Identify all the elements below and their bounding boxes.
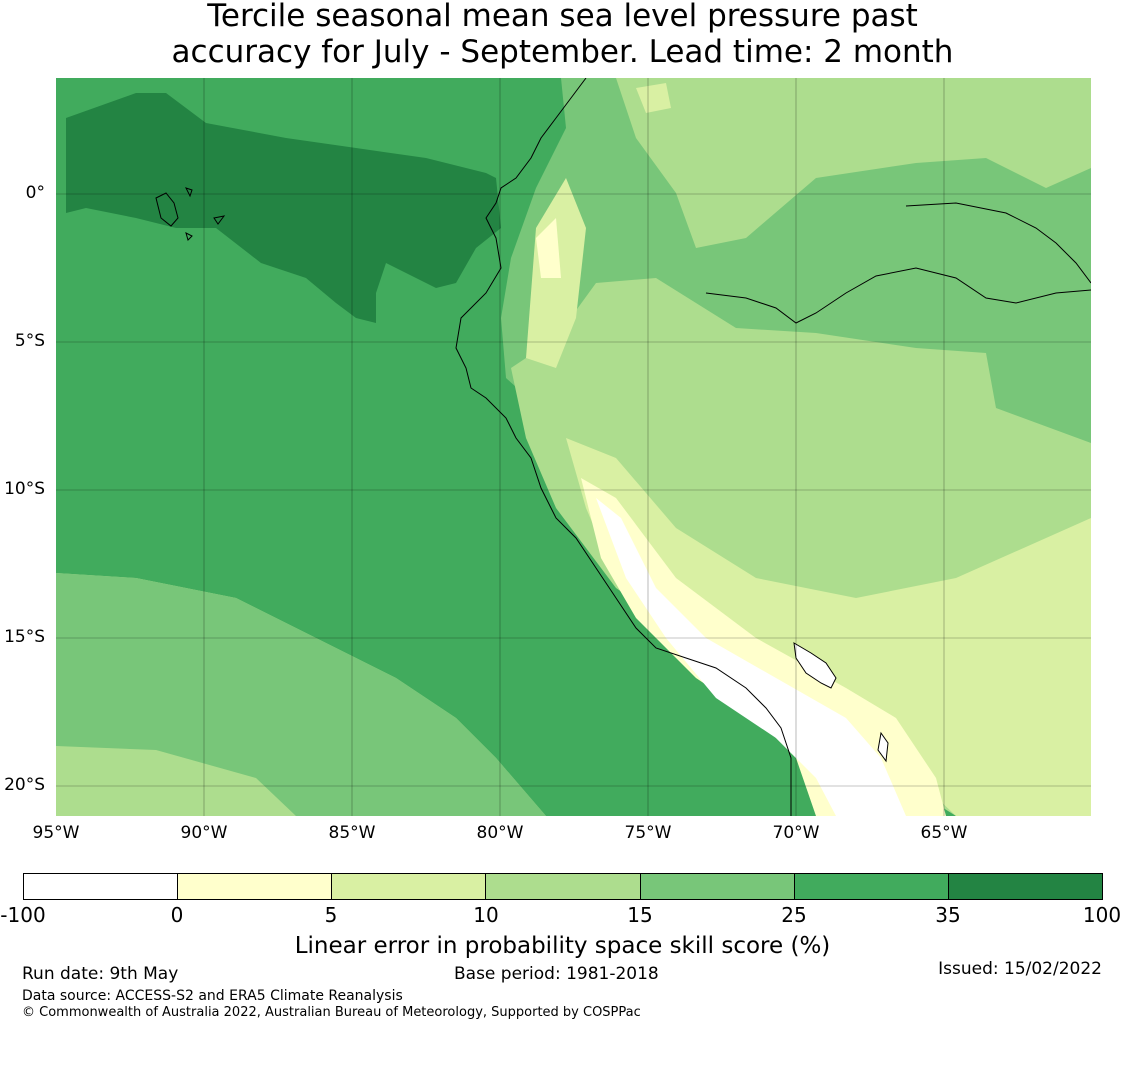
skill-region-5-10	[636, 83, 671, 113]
lon-label-85w: 85°W	[328, 823, 376, 843]
colorbar-tick: 5	[324, 903, 338, 927]
map-title-line-1: Tercile seasonal mean sea level pressure…	[207, 0, 918, 34]
colorbar	[23, 873, 1103, 900]
colorbar-tick: 35	[935, 903, 961, 927]
run-date: Run date: 9th May	[22, 964, 179, 984]
lake-poopo	[877, 731, 889, 763]
skill-region-15-25	[56, 573, 546, 816]
lat-label-15s: 15°S	[4, 627, 45, 647]
data-source: Data source: ACCESS-S2 and ERA5 Climate …	[22, 988, 403, 1004]
river	[905, 202, 1091, 284]
lake-titicaca	[793, 642, 837, 689]
skill-region-0-5	[536, 218, 561, 278]
colorbar-tick: 25	[781, 903, 807, 927]
colorbar-segment	[332, 874, 487, 899]
colorbar-tick: 0	[170, 903, 184, 927]
lat-label-10s: 10°S	[4, 479, 45, 499]
skill-region-negative	[596, 498, 906, 816]
colorbar-tick: 100	[1082, 903, 1122, 927]
colorbar-segment	[640, 874, 795, 899]
lat-label-0: 0°	[25, 183, 45, 203]
lon-label-70w: 70°W	[772, 823, 820, 843]
colorbar-tick: -100	[0, 903, 46, 927]
copyright-notice: © Commonwealth of Australia 2022, Austra…	[22, 1005, 641, 1020]
base-period: Base period: 1981-2018	[454, 964, 659, 984]
lat-label-5s: 5°S	[14, 331, 45, 351]
colorbar-segment	[948, 874, 1102, 899]
map-title-line-2: accuracy for July - September. Lead time…	[171, 34, 954, 70]
issued-date: Issued: 15/02/2022	[938, 959, 1102, 979]
lon-label-90w: 90°W	[180, 823, 228, 843]
colorbar-segment	[178, 874, 333, 899]
colorbar-label: Linear error in probability space skill …	[294, 933, 831, 959]
skill-region-10-15	[616, 78, 1091, 248]
coastline	[455, 78, 792, 816]
skill-region-35-100	[66, 93, 501, 323]
colorbar-segment	[794, 874, 949, 899]
lon-label-65w: 65°W	[920, 823, 968, 843]
colorbar-segment	[24, 874, 179, 899]
galapagos-islands	[155, 187, 226, 241]
lon-label-95w: 95°W	[32, 823, 80, 843]
skill-score-map	[56, 78, 1091, 816]
river	[705, 267, 1091, 324]
colorbar-tick: 10	[473, 903, 499, 927]
colorbar-tick: 15	[627, 903, 653, 927]
lat-label-20s: 20°S	[4, 775, 45, 795]
lon-label-80w: 80°W	[476, 823, 524, 843]
colorbar-segment	[486, 874, 641, 899]
gridlines	[56, 78, 1091, 816]
skill-region-5-10	[566, 438, 1091, 816]
lon-label-75w: 75°W	[624, 823, 672, 843]
